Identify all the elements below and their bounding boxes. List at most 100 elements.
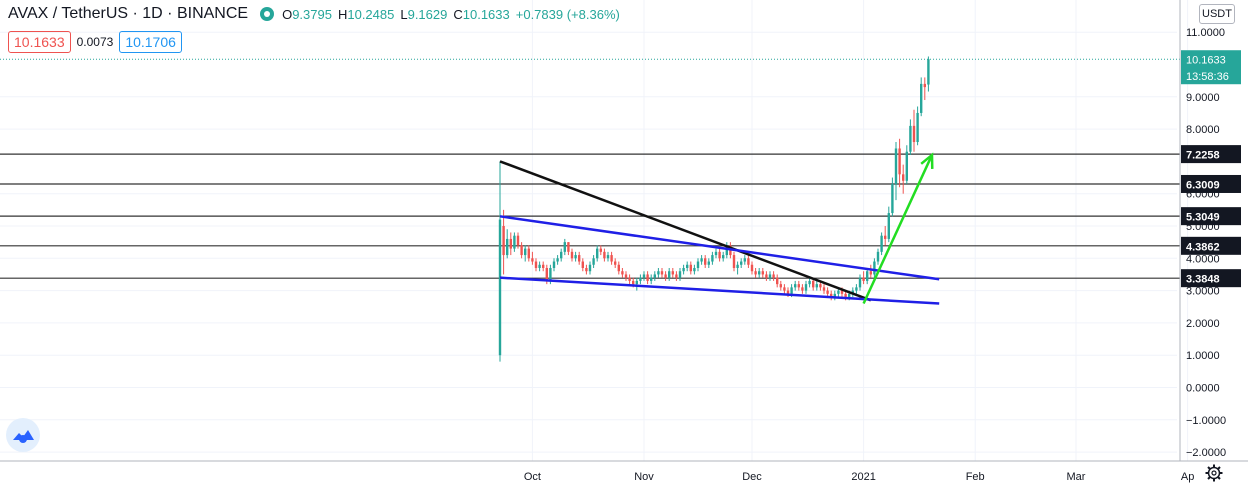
candle-body xyxy=(909,125,912,152)
candle-body xyxy=(707,261,710,265)
candle-body xyxy=(923,83,926,88)
candle-body xyxy=(858,277,862,288)
candle-body xyxy=(563,242,566,252)
currency-unit-button[interactable]: USDT xyxy=(1199,4,1235,24)
candle-body xyxy=(725,245,728,256)
last-price-label-box xyxy=(1181,50,1241,85)
time-tick-label: 2021 xyxy=(851,471,875,483)
candles xyxy=(498,56,930,362)
candle-body xyxy=(819,284,822,288)
ohlc-high: H10.2485 xyxy=(337,6,395,22)
time-scale[interactable]: Oct Nov Dec 2021 Feb Mar Ap xyxy=(0,460,1248,483)
level-price-label-box xyxy=(1181,207,1241,226)
horizontal-levels[interactable] xyxy=(0,58,1180,279)
time-tick-label: Nov xyxy=(634,471,654,483)
candle-body xyxy=(920,83,923,113)
market-open-dot-icon xyxy=(260,7,275,21)
level-price-label: 5.3049 xyxy=(1186,212,1220,224)
candle-body xyxy=(916,112,919,143)
candle-body xyxy=(682,267,685,272)
candle-body xyxy=(653,274,656,278)
candle-body xyxy=(588,264,592,272)
candle-body xyxy=(894,148,898,185)
spread-value: 0.0073 xyxy=(76,35,114,49)
candle-body xyxy=(542,264,545,268)
candle-body xyxy=(606,255,610,259)
price-tick-label: 8.0000 xyxy=(1186,124,1220,136)
breakout-arrow[interactable] xyxy=(862,154,934,305)
candle-body xyxy=(668,271,671,278)
candle-body xyxy=(628,277,631,281)
candle-body xyxy=(574,255,577,259)
candle-body xyxy=(509,238,512,249)
candle-body xyxy=(837,290,840,294)
candle-body xyxy=(808,280,811,285)
candle-body xyxy=(884,235,887,239)
candle-body xyxy=(689,264,692,272)
candle-body xyxy=(592,258,595,265)
bar-countdown-label: 13:58:36 xyxy=(1186,71,1229,83)
candle-body xyxy=(538,264,541,268)
settings-gear-icon[interactable] xyxy=(1204,463,1224,483)
price-tick-label: −2.0000 xyxy=(1186,447,1226,459)
buy-button[interactable]: 10.1706 xyxy=(119,31,182,53)
candle-body xyxy=(646,274,649,281)
level-price-label-box xyxy=(1181,236,1241,255)
level-price-label: 4.3862 xyxy=(1186,241,1220,253)
candle-body xyxy=(610,255,613,262)
candle-body xyxy=(826,290,829,294)
ohlc-low: L9.1629 xyxy=(400,6,448,22)
candle-body xyxy=(736,264,739,268)
candle-body xyxy=(700,258,703,262)
candle-body xyxy=(750,264,754,272)
candle-body xyxy=(765,274,768,278)
price-scale[interactable]: 11.00009.00008.00006.00005.00004.00003.0… xyxy=(1179,0,1241,461)
price-tick-label: 1.0000 xyxy=(1186,350,1220,362)
price-tick-label: 3.0000 xyxy=(1186,286,1220,298)
candle-body xyxy=(876,251,880,262)
candle-body xyxy=(783,287,786,291)
candle-body xyxy=(556,258,559,262)
drawings[interactable] xyxy=(499,152,940,305)
symbol-title[interactable]: AVAX / TetherUS · 1D · BINANCE xyxy=(8,5,249,22)
candle-body xyxy=(617,264,620,272)
candle-body xyxy=(812,280,815,288)
candle-body xyxy=(866,271,869,281)
tradingview-logo-icon[interactable] xyxy=(6,418,40,452)
candle-body xyxy=(754,271,757,275)
candle-body xyxy=(776,277,779,285)
candle-body xyxy=(786,290,790,294)
wedge-upper[interactable] xyxy=(499,215,940,281)
candle-body xyxy=(711,255,714,262)
time-tick-label: Ap xyxy=(1181,471,1194,483)
candle-body xyxy=(873,261,876,275)
sell-button[interactable]: 10.1633 xyxy=(8,31,71,53)
price-tick-label: 2.0000 xyxy=(1186,318,1220,330)
candle-body xyxy=(596,248,599,259)
grid xyxy=(0,0,1189,461)
candle-body xyxy=(815,284,818,288)
candle-body xyxy=(772,274,775,278)
candle-body xyxy=(840,290,844,294)
falling-trendline[interactable] xyxy=(499,160,872,302)
candle-body xyxy=(621,271,624,275)
candle-body xyxy=(585,267,588,272)
ohlc-values: O9.3795 H10.2485 L9.1629 C10.1633 +0.783… xyxy=(282,7,620,22)
candle-body xyxy=(664,274,667,278)
price-tick-label: −1.0000 xyxy=(1186,415,1226,427)
breakout-arrow-head xyxy=(920,152,934,169)
last-price-label: 10.1633 xyxy=(1186,55,1226,67)
level-price-label: 6.3009 xyxy=(1186,179,1220,191)
candle-body xyxy=(830,293,833,298)
candle-body xyxy=(570,251,574,259)
candle-body xyxy=(624,274,628,278)
candle-body xyxy=(891,184,894,214)
candle-body xyxy=(657,271,660,275)
candle-body xyxy=(797,284,800,288)
candle-body xyxy=(642,274,646,278)
candle-body xyxy=(862,277,865,281)
candle-body xyxy=(549,267,552,281)
candle-body xyxy=(696,261,700,268)
candle-body xyxy=(898,148,901,175)
